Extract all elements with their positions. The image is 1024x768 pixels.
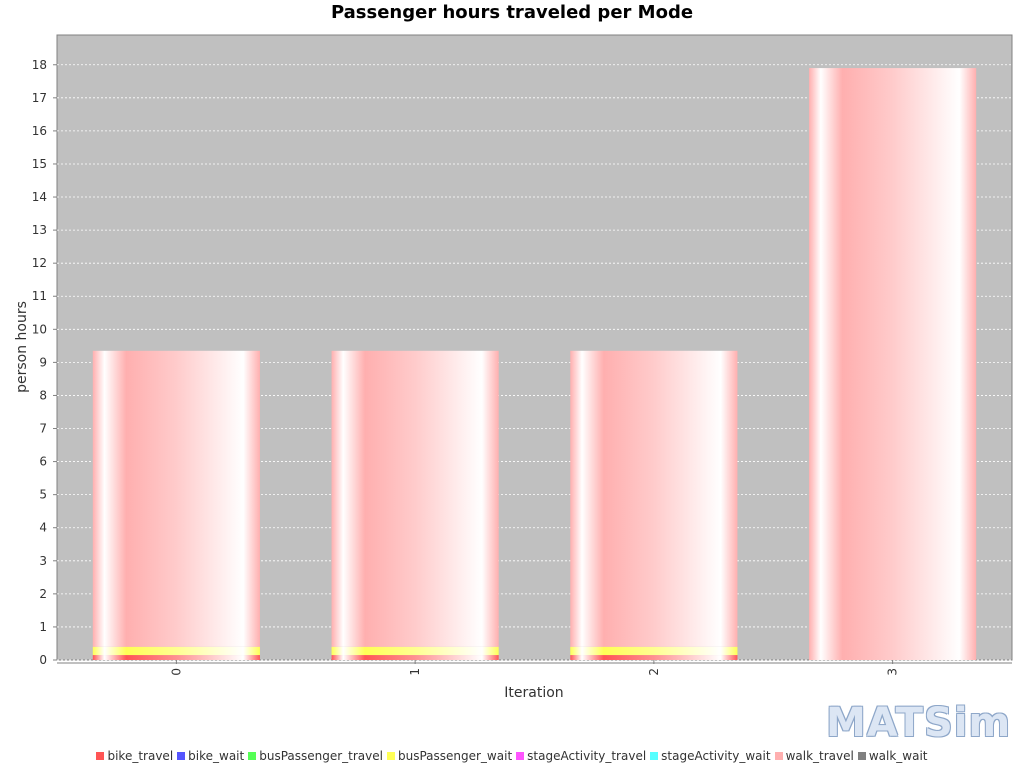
x-tick-label: 1 [408, 668, 422, 676]
x-axis-label: Iteration [504, 685, 563, 701]
y-tick-label: 12 [32, 256, 47, 270]
legend-item-stageActivity_wait: stageActivity_wait [650, 749, 771, 763]
x-tick-label: 2 [647, 668, 661, 676]
x-tick-label: 0 [169, 668, 183, 676]
y-axis-label: person hours [14, 301, 30, 393]
legend-swatch [516, 752, 525, 760]
y-tick-label: 1 [39, 620, 47, 634]
legend-item-walk_wait: walk_wait [857, 749, 928, 763]
legend-item-busPassenger_travel: busPassenger_travel [248, 749, 383, 763]
y-tick-label: 13 [32, 223, 47, 237]
grid-lines [57, 64, 1012, 661]
bar-bike_travel-0 [92, 655, 260, 660]
y-tick-label: 10 [32, 322, 47, 336]
y-tick-label: 18 [32, 58, 47, 72]
legend-label: bike_travel [107, 749, 174, 763]
y-tick-label: 5 [39, 488, 47, 502]
legend-swatch [857, 752, 866, 760]
legend-item-walk_travel: walk_travel [774, 749, 854, 763]
y-tick-label: 6 [39, 455, 47, 469]
y-tick-label: 4 [39, 521, 47, 535]
legend-label: walk_wait [868, 749, 928, 763]
bars [92, 68, 977, 660]
legend-label: bike_wait [188, 749, 245, 763]
legend-item-busPassenger_wait: busPassenger_wait [386, 749, 513, 763]
legend-label: busPassenger_wait [397, 749, 513, 763]
y-tick-label: 15 [32, 157, 47, 171]
legend-swatch [177, 752, 186, 760]
legend-item-bike_wait: bike_wait [177, 749, 244, 763]
bar-bike_travel-1 [331, 655, 499, 660]
y-tick-label: 7 [39, 422, 47, 436]
legend-label: walk_travel [785, 749, 854, 763]
bar-walk_travel-3 [809, 68, 977, 660]
legend-swatch [96, 752, 105, 760]
legend-swatch [248, 752, 257, 760]
bar-busPassenger_wait-2 [570, 646, 738, 656]
y-tick-label: 14 [32, 190, 47, 204]
matsim-logo: MATSim [826, 700, 1012, 746]
bar-walk_travel-1 [331, 350, 499, 647]
legend-item-stageActivity_travel: stageActivity_travel [516, 749, 646, 763]
bar-busPassenger_wait-1 [331, 646, 499, 656]
bar-busPassenger_wait-0 [92, 646, 260, 656]
bar-walk_travel-0 [92, 350, 260, 647]
legend-swatch [386, 752, 395, 760]
y-tick-label: 8 [39, 388, 47, 402]
x-tick-label: 3 [886, 668, 900, 676]
chart-legend: bike_travel bike_wait busPassenger_travel b… [0, 749, 1024, 763]
y-tick-label: 2 [39, 587, 47, 601]
bar-walk_travel-2 [570, 350, 738, 647]
bar-bike_travel-2 [570, 655, 738, 660]
y-tick-label: 16 [32, 124, 47, 138]
y-tick-label: 17 [32, 91, 47, 105]
legend-swatch [774, 752, 783, 760]
legend-label: stageActivity_wait [661, 749, 771, 763]
legend-item-bike_travel: bike_travel [96, 749, 173, 763]
legend-label: busPassenger_travel [259, 749, 383, 763]
legend-swatch [650, 752, 659, 760]
legend-label: stageActivity_travel [527, 749, 647, 763]
y-tick-label: 9 [39, 355, 47, 369]
y-tick-label: 3 [39, 554, 47, 568]
chart-title: Passenger hours traveled per Mode [330, 2, 694, 23]
y-tick-label: 11 [32, 289, 47, 303]
y-tick-label: 0 [39, 653, 47, 667]
